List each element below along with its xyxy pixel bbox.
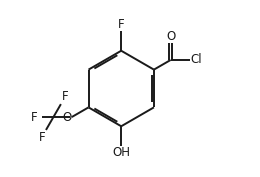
- Text: F: F: [31, 111, 38, 124]
- Text: OH: OH: [112, 146, 130, 159]
- Text: F: F: [118, 18, 125, 31]
- Text: Cl: Cl: [191, 53, 202, 66]
- Text: O: O: [166, 30, 175, 43]
- Text: F: F: [62, 90, 68, 103]
- Text: F: F: [39, 131, 45, 144]
- Text: O: O: [62, 111, 71, 124]
